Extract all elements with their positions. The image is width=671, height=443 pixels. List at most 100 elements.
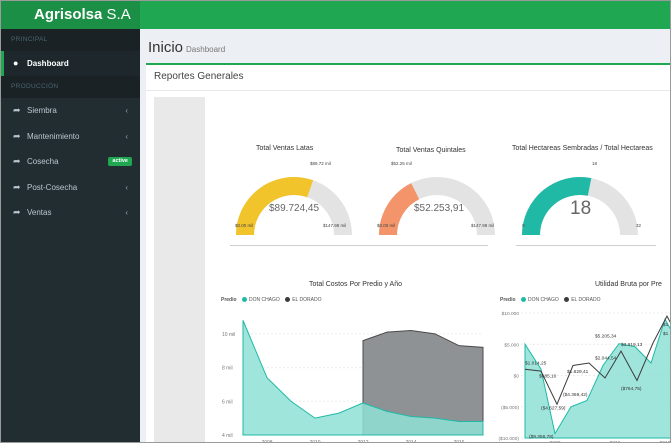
data-label: ($4.369,42) bbox=[563, 392, 588, 398]
main-content: Inicio Dashboard Reportes Generales Total… bbox=[140, 29, 671, 443]
share-arrow-icon: ➦ bbox=[13, 105, 21, 115]
data-label: ($4.627,59) bbox=[541, 405, 566, 411]
data-label: $1.629,41 bbox=[567, 369, 589, 375]
line-el-dorado bbox=[524, 315, 670, 406]
data-label: $1 bbox=[663, 322, 669, 328]
area-el-dorado bbox=[362, 329, 484, 436]
box-divider bbox=[146, 90, 670, 91]
gauge-hectareas bbox=[522, 176, 638, 235]
gauge-max-label: $89.72 mil bbox=[310, 161, 331, 166]
chevron-left-icon: ‹ bbox=[125, 131, 128, 141]
data-label: $2.044,54 bbox=[595, 355, 617, 361]
sidebar-item-cosecha[interactable]: ➦ Cosecha active bbox=[1, 149, 140, 175]
gauge-value: $89.724,45 bbox=[269, 203, 320, 214]
x-tick-label: 2014 bbox=[405, 440, 416, 443]
gauge-max-label: $52.25 mil bbox=[391, 161, 412, 166]
sidebar-item-siembra[interactable]: ➦ Siembra ‹ bbox=[1, 98, 140, 124]
gauge-fill bbox=[379, 183, 420, 235]
legend-label: Predio bbox=[500, 297, 516, 303]
gauge-min: $0.00 mil bbox=[235, 223, 254, 228]
box-title: Reportes Generales bbox=[154, 71, 244, 82]
gauge-max: $147.98 mil bbox=[471, 223, 495, 228]
y-tick-label: ($10.000) bbox=[498, 436, 519, 442]
data-label: $1.014,25 bbox=[525, 360, 547, 366]
top-navbar: Agrisolsa S.A bbox=[1, 1, 670, 29]
data-label: ($9.356,78) bbox=[529, 434, 554, 440]
gauge-ventas-latas bbox=[236, 177, 352, 235]
share-arrow-icon: ➦ bbox=[13, 130, 21, 141]
gauges-divider-right bbox=[516, 245, 656, 246]
sidebar-section-produccion: PRODUCCIÓN bbox=[1, 76, 140, 98]
gauge-value: 18 bbox=[570, 198, 592, 219]
legend-utilidad: Predio DON CHAGO EL DORADO bbox=[500, 297, 600, 303]
data-labels: $1.014,25 $685,10 ($4.627,59) ($9.356,78) ($… bbox=[525, 322, 669, 440]
x-tick-label: 2012 bbox=[357, 440, 368, 443]
legend-item-el-dorado[interactable]: EL DORADO bbox=[571, 297, 601, 303]
y-tick-label: ($5.000) bbox=[501, 405, 519, 411]
data-label: $5.205,34 bbox=[595, 333, 617, 339]
gauge-title-ventas-quintales: Total Ventas Quintales bbox=[396, 147, 466, 154]
sidebar-item-ventas[interactable]: ➦ Ventas ‹ bbox=[1, 200, 140, 226]
x-tick-label: 2012 bbox=[659, 441, 670, 443]
legend-dot-don-chago bbox=[520, 297, 526, 303]
share-arrow-icon: ➦ bbox=[13, 181, 21, 192]
chevron-left-icon: ‹ bbox=[125, 182, 128, 192]
chart-utilidad[interactable]: $10.000 $5.000 $0 ($5.000) ($10.000) $1.014,… bbox=[495, 305, 671, 443]
x-axis-ticks: 2008 2010 2012 2014 2016 bbox=[261, 440, 464, 443]
legend-item-el-dorado[interactable]: EL DORADO bbox=[292, 297, 322, 303]
active-badge: active bbox=[108, 157, 132, 166]
report-box: Reportes Generales Total Ventas Latas $8… bbox=[146, 63, 671, 443]
data-label: $1 bbox=[663, 331, 669, 337]
filter-pane bbox=[154, 97, 205, 442]
chevron-left-icon: ‹ bbox=[125, 208, 128, 217]
gauge-min: $0.00 mil bbox=[377, 223, 396, 228]
gauge-title-ventas-latas: Total Ventas Latas bbox=[256, 145, 314, 152]
legend-label: Predio bbox=[221, 297, 237, 303]
gauge-value: $52.253,91 bbox=[414, 203, 465, 214]
x-tick-label: 2008 bbox=[549, 441, 560, 443]
page-title: Inicio bbox=[148, 39, 184, 56]
legend-dot-don-chago bbox=[241, 297, 247, 303]
legend-item-don-chago[interactable]: DON CHAGO bbox=[527, 297, 559, 303]
page-subtitle: Dashboard bbox=[186, 45, 226, 54]
gauge-max: $147.98 mil bbox=[323, 223, 347, 228]
gauge-title-hectareas: Total Hectareas Sembradas / Total Hectar… bbox=[512, 145, 653, 152]
y-tick-label: 10 mil bbox=[222, 332, 235, 338]
y-tick-label: $0 bbox=[514, 374, 520, 380]
x-tick-label: 2008 bbox=[261, 440, 272, 443]
share-arrow-icon: ➦ bbox=[13, 207, 21, 217]
gauge-fill bbox=[236, 177, 314, 235]
gauge-fill bbox=[522, 176, 592, 235]
y-tick-label: 4 mil bbox=[222, 433, 233, 439]
area-don-chago bbox=[242, 320, 484, 436]
gauges-divider bbox=[230, 245, 488, 246]
x-tick-label: 2016 bbox=[453, 440, 464, 443]
sidebar: PRINCIPAL ● Dashboard PRODUCCIÓN ➦ Siembra… bbox=[1, 29, 140, 442]
data-label: $685,10 bbox=[539, 373, 557, 379]
data-label: ($764,75) bbox=[621, 386, 642, 392]
x-tick-label: 2010 bbox=[309, 440, 320, 443]
share-arrow-icon: ➦ bbox=[13, 156, 21, 166]
y-tick-label: $10.000 bbox=[502, 311, 520, 317]
legend-costos: Predio DON CHAGO EL DORADO bbox=[221, 297, 321, 303]
y-tick-label: $5.000 bbox=[504, 342, 519, 348]
y-axis-ticks: $10.000 $5.000 $0 ($5.000) ($10.000) bbox=[498, 311, 519, 442]
chart-title-utilidad: Utilidad Bruta por Pre bbox=[595, 281, 662, 288]
page-header: Inicio Dashboard bbox=[148, 39, 225, 56]
area-don-chago bbox=[524, 318, 670, 439]
sidebar-item-post-cosecha[interactable]: ➦ Post-Cosecha ‹ bbox=[1, 175, 140, 201]
legend-dot-el-dorado bbox=[285, 297, 291, 303]
brand-logo[interactable]: Agrisolsa S.A bbox=[1, 1, 140, 29]
legend-dot-el-dorado bbox=[564, 297, 570, 303]
legend-item-don-chago[interactable]: DON CHAGO bbox=[248, 297, 280, 303]
gauge-max-label: 18 bbox=[592, 161, 598, 166]
x-tick-label: 2010 bbox=[609, 441, 620, 443]
y-axis-ticks: 10 mil 8 mil 6 mil 4 mil bbox=[222, 332, 235, 439]
y-tick-label: 6 mil bbox=[222, 399, 233, 405]
sidebar-item-mantenimiento[interactable]: ➦ Mantenimiento ‹ bbox=[1, 124, 140, 150]
y-tick-label: 8 mil bbox=[222, 366, 233, 372]
sidebar-item-dashboard[interactable]: ● Dashboard bbox=[1, 51, 140, 76]
sidebar-section-principal: PRINCIPAL bbox=[1, 29, 140, 51]
